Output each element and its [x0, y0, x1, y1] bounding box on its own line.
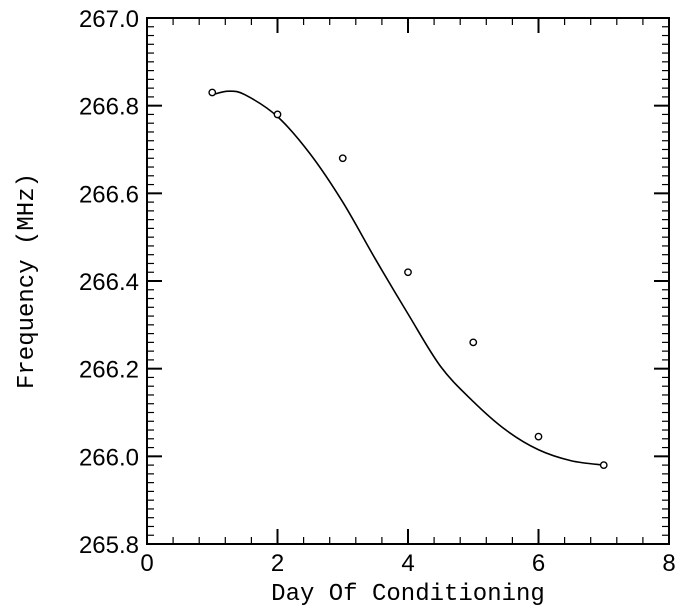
- y-tick-label: 266.8: [79, 94, 139, 121]
- data-point: [534, 432, 543, 441]
- data-point: [208, 88, 217, 97]
- plot-frame: [146, 17, 670, 545]
- y-tick-label: 265.8: [79, 532, 139, 559]
- x-tick-label: 6: [532, 550, 545, 577]
- y-tick-label: 267.0: [79, 6, 139, 33]
- x-tick-label: 0: [140, 550, 153, 577]
- minor-ticks: [146, 17, 670, 545]
- major-ticks: [146, 17, 670, 545]
- x-tick-labels: 0 2 4 6 8: [140, 550, 675, 577]
- y-tick-label: 266.4: [79, 269, 139, 296]
- x-tick-label: 2: [271, 550, 284, 577]
- x-tick-label: 8: [662, 550, 675, 577]
- fit-curve: [212, 90, 604, 466]
- data-point: [404, 268, 412, 277]
- data-point: [338, 154, 347, 163]
- data-point: [469, 338, 478, 347]
- data-point: [273, 110, 282, 119]
- x-axis-title: Day Of Conditioning: [271, 581, 545, 607]
- y-tick-label: 266.0: [79, 444, 139, 471]
- data-points: [208, 88, 608, 469]
- y-axis-title: Frequency (MHz): [14, 173, 41, 389]
- data-point: [599, 461, 608, 469]
- y-tick-label: 266.6: [79, 181, 139, 208]
- y-tick-labels: 265.8 266.0 266.2 266.4 266.6 266.8 267.0: [79, 6, 139, 559]
- y-tick-label: 266.2: [79, 357, 139, 384]
- x-tick-label: 4: [401, 550, 414, 577]
